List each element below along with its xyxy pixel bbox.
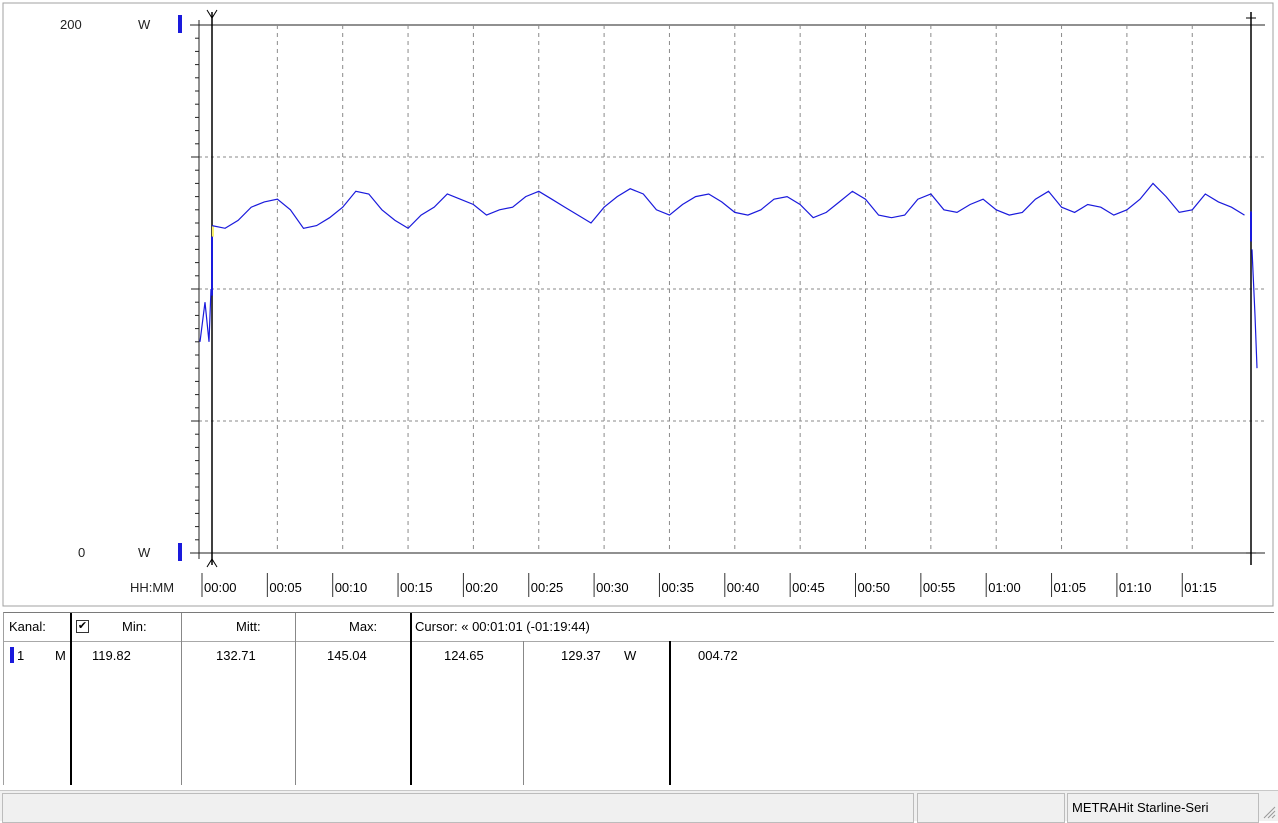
cursor-left-marker (206, 9, 218, 19)
y-min-label: 0 (78, 545, 86, 560)
status-pane-device: METRAHit Starline-Seri (1067, 793, 1259, 823)
x-tick-label: 00:05 (269, 580, 302, 595)
channel-scale-marker (178, 543, 182, 561)
x-tick-label: 00:40 (727, 580, 760, 595)
x-tick-label: 00:50 (858, 580, 891, 595)
column-divider[interactable] (410, 613, 412, 785)
header-mitt: Mitt: (236, 619, 261, 634)
column-divider[interactable] (70, 613, 72, 785)
cursor-left-marker (206, 558, 218, 568)
table-header-row: Kanal: ✔ Min: Mitt: Max: Cursor: « 00:01… (4, 613, 1274, 642)
x-tick-label: 01:00 (988, 580, 1021, 595)
x-tick-label: 01:15 (1184, 580, 1217, 595)
all-channels-checkbox[interactable]: ✔ (76, 620, 89, 633)
x-tick-label: 00:30 (596, 580, 629, 595)
row-max: 145.04 (327, 648, 367, 663)
header-cursor: Cursor: « 00:01:01 (-01:19:44) (415, 619, 590, 634)
header-min: Min: (122, 619, 147, 634)
power-series-line (211, 182, 1245, 230)
row-delta: 004.72 (698, 648, 738, 663)
row-mitt: 132.71 (216, 648, 256, 663)
series-lead-in (199, 288, 212, 342)
column-divider[interactable] (181, 613, 182, 785)
x-tick-label: 00:00 (204, 580, 237, 595)
x-tick-label: 00:55 (923, 580, 956, 595)
x-tick-label: 00:25 (531, 580, 564, 595)
x-axis-label: HH:MM (130, 580, 175, 595)
status-pane-main (2, 793, 914, 823)
row-min: 119.82 (92, 648, 131, 663)
power-chart[interactable]: 00:00 00:05 00:10 00:15 00:20 00:25 00:30 00:35… (0, 0, 1278, 610)
column-divider[interactable] (295, 613, 296, 785)
row-channel: 1 (17, 648, 25, 663)
y-unit-bottom: W (138, 545, 151, 560)
x-tick-label: 00:45 (792, 580, 825, 595)
header-kanal: Kanal: (9, 619, 46, 634)
column-divider[interactable] (523, 641, 524, 785)
x-tick-label: 00:35 (661, 580, 694, 595)
header-max: Max: (349, 619, 378, 634)
resize-grip-icon[interactable] (1262, 805, 1276, 819)
row-mode: M (55, 648, 66, 663)
x-tick-label: 00:15 (400, 580, 433, 595)
chart-frame (2, 2, 1274, 607)
x-tick-label: 00:20 (465, 580, 498, 595)
row-cursor-value-2: 129.37 (561, 648, 601, 663)
x-tick-label: 01:10 (1119, 580, 1152, 595)
x-tick-label: 00:10 (335, 580, 368, 595)
row-cursor-value-1: 124.65 (444, 648, 484, 663)
channel-scale-marker (178, 15, 182, 33)
chart-area[interactable]: 00:00 00:05 00:10 00:15 00:20 00:25 00:30 00:35… (0, 0, 1278, 610)
channel-color-marker (10, 647, 14, 663)
row-unit: W (624, 648, 637, 663)
statistics-table: Kanal: ✔ Min: Mitt: Max: Cursor: « 00:01… (3, 612, 1274, 785)
x-tick-label: 01:05 (1054, 580, 1087, 595)
status-bar: METRAHit Starline-Seri (0, 790, 1278, 823)
series-tail (1251, 249, 1258, 369)
device-name: METRAHit Starline-Seri (1072, 800, 1209, 815)
column-divider[interactable] (669, 641, 671, 785)
y-max-label: 200 (60, 17, 82, 32)
y-unit-top: W (138, 17, 151, 32)
status-pane-middle (917, 793, 1065, 823)
